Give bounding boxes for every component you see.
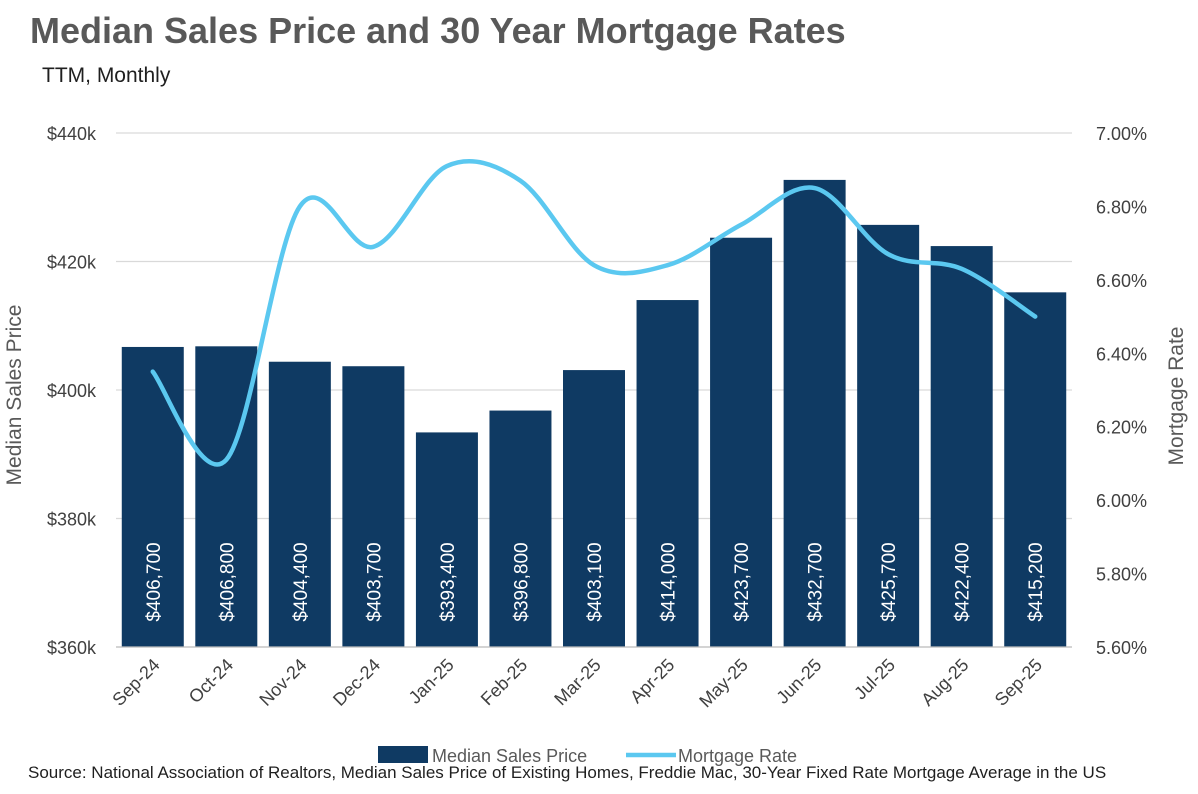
bar-nov-24 (268, 361, 331, 647)
bar-apr-25 (636, 300, 699, 647)
bar-may-25 (710, 237, 773, 648)
bar-value-label: $432,700 (806, 542, 827, 621)
x-tick-label: Apr-25 (626, 655, 678, 707)
x-tick-label: Feb-25 (477, 655, 531, 709)
y-left-tick-label: $360k (47, 638, 97, 658)
x-tick-label: Oct-24 (185, 655, 237, 707)
bar-series: $406,700 $406,800 $404,400 $403,700 $393,400… (121, 179, 1067, 648)
bar-jun-25 (783, 179, 846, 647)
y-right-tick-label: 6.40% (1096, 344, 1147, 364)
chart-subtitle: TTM, Monthly (42, 64, 171, 87)
y-right-tick-label: 6.20% (1096, 418, 1147, 438)
bar-jan-25 (415, 432, 478, 647)
y-left-tick-label: $420k (47, 253, 97, 273)
y-right-tick-label: 6.60% (1096, 271, 1147, 291)
y-right-tick-label: 6.80% (1096, 197, 1147, 217)
bar-feb-25 (489, 410, 552, 647)
bar-value-label: $403,700 (364, 542, 385, 621)
y-left-tick-label: $380k (47, 510, 97, 530)
x-tick-label: Mar-25 (550, 655, 604, 709)
bar-value-label: $422,400 (953, 542, 974, 621)
bar-value-label: $396,800 (511, 542, 532, 621)
chart-source-note: Source: National Association of Realtors… (28, 763, 1107, 782)
x-tick-label: Jun-25 (772, 655, 825, 708)
bar-sep-25 (1004, 292, 1067, 647)
y-left-tick-label: $400k (47, 381, 97, 401)
y-right-tick-label: 5.60% (1096, 638, 1147, 658)
bar-jul-25 (857, 224, 920, 647)
bar-value-label: $425,700 (879, 542, 900, 621)
y-right-axis-title: Mortgage Rate (1165, 327, 1188, 466)
bar-value-label: $423,700 (732, 542, 753, 621)
legend: Median Sales Price Mortgage Rate (378, 746, 797, 766)
legend-label-median-sales-price: Median Sales Price (432, 746, 587, 766)
y-right-tick-label: 5.80% (1096, 565, 1147, 585)
bar-value-label: $393,400 (438, 542, 459, 621)
bar-value-label: $414,000 (659, 542, 680, 621)
y-right-tick-label: 6.00% (1096, 491, 1147, 511)
legend-swatch-median-sales-price (378, 746, 428, 763)
x-tick-label: Aug-25 (917, 655, 972, 710)
line-series (150, 158, 1038, 467)
x-tick-label: Sep-24 (108, 655, 163, 710)
bar-value-label: $406,800 (217, 542, 238, 621)
legend-label-mortgage-rate: Mortgage Rate (678, 746, 797, 766)
x-tick-label: May-25 (695, 655, 752, 712)
x-tick-label: Dec-24 (329, 655, 384, 710)
chart-title: Median Sales Price and 30 Year Mortgage … (30, 10, 846, 51)
bar-value-label: $415,200 (1026, 542, 1047, 621)
bar-sep-24 (121, 346, 184, 647)
bar-value-label: $403,100 (585, 542, 606, 621)
x-tick-label: Jul-25 (850, 655, 899, 704)
x-tick-label: Nov-24 (255, 655, 310, 710)
bar-aug-25 (930, 246, 993, 647)
mortgage-rate-line (150, 158, 1038, 467)
x-tick-label: Sep-25 (991, 655, 1046, 710)
y-left-tick-label: $440k (47, 124, 97, 144)
y-right-tick-label: 7.00% (1096, 124, 1147, 144)
bar-dec-24 (342, 366, 405, 647)
bar-mar-25 (563, 370, 625, 647)
y-left-axis-title: Median Sales Price (3, 305, 26, 486)
bar-value-label: $406,700 (144, 542, 165, 621)
bar-value-label: $404,400 (291, 542, 312, 621)
x-tick-label: Jan-25 (405, 655, 458, 708)
